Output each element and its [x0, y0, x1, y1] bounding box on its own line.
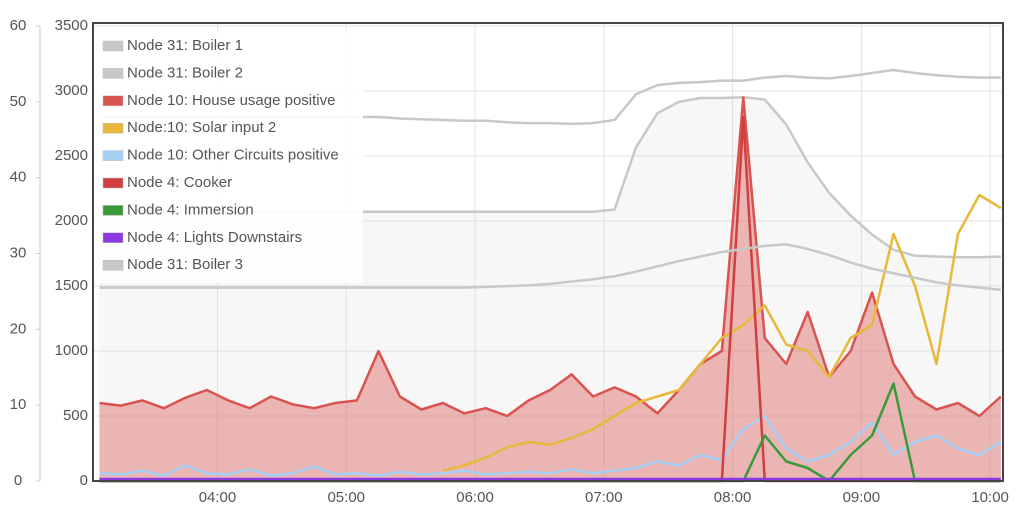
x-tick-label: 05:00 — [327, 489, 365, 506]
series-line — [99, 96, 1002, 418]
legend-label: Node 4: Cooker — [127, 174, 232, 191]
plot-frame — [92, 22, 1004, 482]
legend-label: Node 10: House usage positive — [127, 92, 335, 109]
legend-swatch — [102, 40, 124, 52]
y2-tick-label: 2500 — [55, 147, 88, 164]
y-tick-label: 50 — [10, 93, 27, 110]
x-tick-label: 09:00 — [843, 489, 881, 506]
y2-tick-label: 1000 — [55, 342, 88, 359]
legend-swatch — [102, 122, 124, 134]
legend-box — [95, 31, 363, 283]
series-line — [442, 193, 1002, 472]
series-line — [99, 414, 1002, 478]
y-tick-label: 30 — [10, 244, 27, 261]
legend-swatch — [102, 150, 124, 161]
legend-swatch — [102, 259, 124, 271]
y2-tick-label: 3500 — [55, 17, 88, 34]
legend-swatch — [102, 177, 124, 189]
legend-swatch — [102, 205, 124, 216]
legend-label: Node:10: Solar input 2 — [127, 119, 276, 136]
y2-tick-label: 1500 — [55, 277, 88, 294]
y-tick-label: 10 — [10, 396, 27, 413]
series-area — [99, 97, 1001, 481]
legend-label: Node 31: Boiler 3 — [127, 256, 243, 273]
legend-label: Node 31: Boiler 1 — [127, 37, 243, 54]
legend-swatch — [102, 68, 124, 79]
legend-label: Node 4: Lights Downstairs — [127, 229, 302, 246]
legend-label: Node 10: Other Circuits positive — [127, 147, 339, 164]
y-tick-label: 20 — [10, 320, 27, 337]
x-tick-label: 04:00 — [199, 489, 237, 506]
x-tick-label: 07:00 — [585, 489, 623, 506]
x-tick-label: 08:00 — [714, 489, 752, 506]
y-tick-label: 60 — [10, 17, 27, 34]
y2-tick-label: 0 — [80, 472, 88, 489]
legend-label: Node 31: Boiler 2 — [127, 64, 243, 81]
y2-tick-label: 2000 — [55, 212, 88, 229]
x-tick-label: 10:00 — [971, 489, 1009, 506]
legend-swatch — [102, 95, 124, 107]
y2-tick-label: 3000 — [55, 82, 88, 99]
series-line — [99, 243, 1001, 292]
x-tick-label: 06:00 — [456, 489, 494, 506]
y-tick-label: 0 — [14, 472, 22, 489]
y-tick-label: 40 — [10, 169, 27, 186]
series-area — [99, 97, 1001, 482]
legend-swatch — [102, 232, 124, 244]
y2-tick-label: 500 — [63, 407, 88, 424]
legend-label: Node 4: Immersion — [127, 201, 254, 218]
